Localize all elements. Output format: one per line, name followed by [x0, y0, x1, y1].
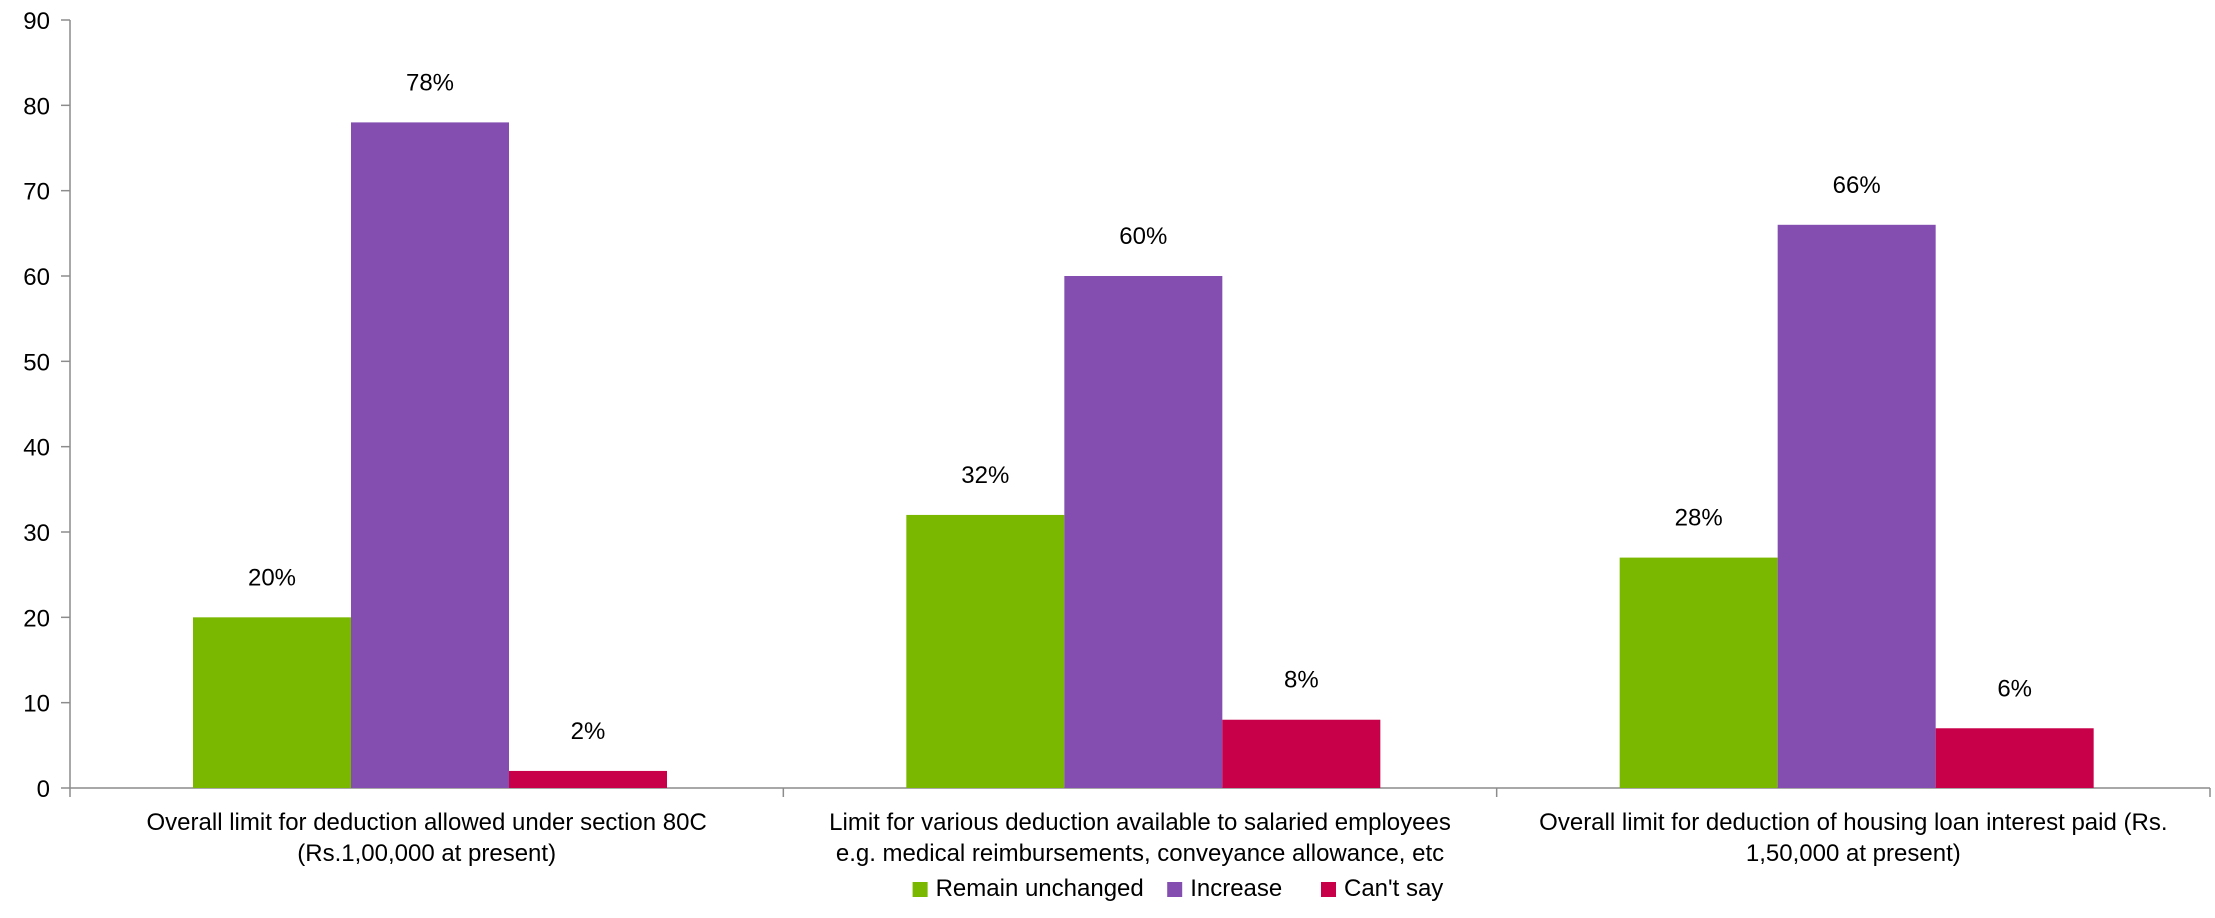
y-tick-label: 80 — [23, 93, 50, 120]
bars — [193, 122, 2094, 789]
data-label: 28% — [1675, 505, 1723, 532]
data-label: 66% — [1833, 172, 1881, 199]
x-tick-label: 1,50,000 at present) — [1746, 840, 1961, 867]
y-tick-label: 50 — [23, 349, 50, 376]
y-tick-label: 10 — [23, 691, 50, 718]
bar — [509, 770, 667, 788]
data-label: 60% — [1119, 223, 1167, 250]
legend-swatch — [912, 882, 928, 897]
y-tick-label: 0 — [37, 776, 50, 803]
bar — [1777, 224, 1936, 789]
y-axis: 0 10 20 30 40 50 60 70 80 90 — [23, 8, 71, 803]
bar — [1935, 728, 2094, 788]
y-tick-label: 30 — [23, 520, 50, 547]
bar — [1222, 719, 1381, 788]
x-tick-label: e.g. medical reimbursements, conveyance … — [836, 840, 1444, 867]
x-tick-label: Overall limit for deduction of housing l… — [1539, 809, 2167, 836]
x-axis: Overall limit for deduction allowed unde… — [69, 787, 2211, 867]
data-labels: 20% 32% 28% 78% 60% 66% 2% 8% 6% — [248, 69, 2032, 745]
legend-swatch — [1167, 882, 1183, 897]
legend-swatch — [1321, 882, 1336, 897]
legend-label: Increase — [1190, 875, 1282, 902]
data-label: 32% — [961, 462, 1009, 489]
x-tick-label: Limit for various deduction available to… — [829, 809, 1451, 836]
bar — [906, 514, 1065, 788]
bar — [1619, 557, 1778, 788]
y-tick-label: 40 — [23, 435, 50, 462]
y-tick-label: 70 — [23, 179, 50, 206]
data-label: 2% — [571, 718, 606, 745]
bar — [193, 617, 351, 788]
y-tick-label: 20 — [23, 605, 50, 632]
data-label: 78% — [406, 69, 454, 96]
data-label: 8% — [1284, 667, 1319, 694]
y-tick-label: 60 — [23, 264, 50, 291]
x-tick-label: (Rs.1,00,000 at present) — [297, 840, 556, 867]
data-label: 6% — [1997, 675, 2032, 702]
y-tick-label: 90 — [23, 8, 50, 35]
bar — [1064, 276, 1223, 788]
bar — [351, 122, 509, 788]
legend: Remain unchanged Increase Can't say — [912, 875, 1443, 902]
legend-label: Remain unchanged — [936, 875, 1144, 902]
data-label: 20% — [248, 564, 296, 591]
legend-label: Can't say — [1344, 875, 1443, 902]
x-tick-label: Overall limit for deduction allowed unde… — [147, 809, 707, 836]
